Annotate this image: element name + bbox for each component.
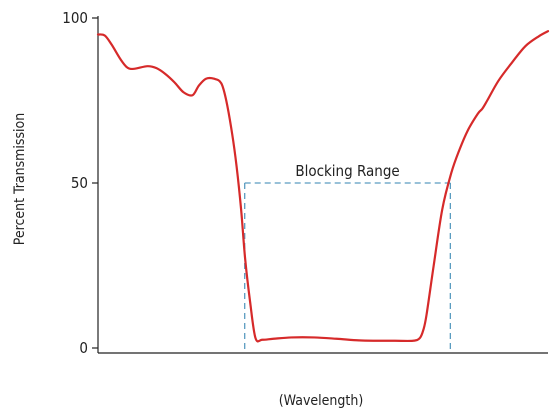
transmission-curve — [96, 30, 550, 343]
blocking-range-annotation: Blocking Range — [244, 162, 452, 353]
y-axis-title: Percent Transmission — [12, 113, 28, 245]
range-label: Blocking Range — [295, 162, 399, 180]
y-tick-label: 50 — [71, 174, 88, 192]
x-axis-title: (Wavelength) — [279, 393, 363, 409]
series-group — [96, 30, 550, 343]
y-tick-label: 100 — [62, 9, 88, 27]
y-ticks: 0 50 100 — [62, 9, 98, 357]
y-tick-label: 0 — [79, 339, 88, 357]
